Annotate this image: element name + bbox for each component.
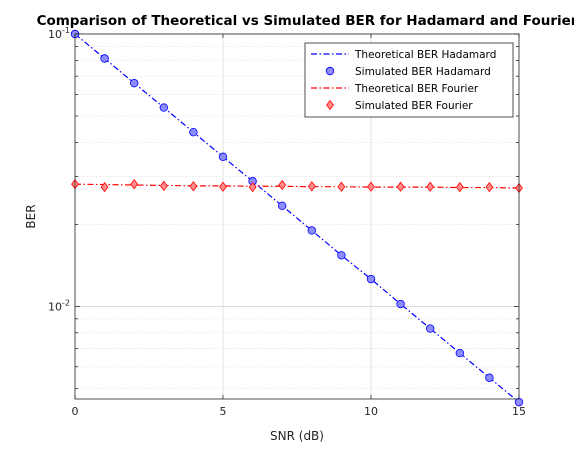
data-point (129, 78, 139, 88)
ticks: 0 5 10 15 10-1 10-2 (48, 26, 526, 418)
legend-label: Theoretical BER Hadamard (354, 49, 496, 61)
legend-label: Simulated BER Hadamard (355, 66, 491, 78)
x-tick-label: 15 (512, 405, 526, 418)
x-tick-label: 10 (364, 405, 378, 418)
data-point (218, 152, 228, 162)
legend-marker-swatch (326, 99, 334, 111)
legend-entry: Theoretical BER Hadamard (311, 49, 496, 61)
legend-label: Theoretical BER Fourier (354, 83, 479, 95)
legend-entry: Simulated BER Fourier (326, 99, 473, 112)
legend-box (304, 42, 514, 118)
data-point (219, 181, 227, 192)
data-point (455, 181, 464, 193)
data-point (366, 274, 376, 284)
data-point (485, 181, 494, 193)
legend-entry: Simulated BER Hadamard (325, 66, 491, 78)
series-4 (71, 178, 523, 194)
data-point (426, 181, 435, 192)
y-tick-label: 10-2 (48, 298, 70, 313)
data-point (189, 127, 198, 137)
data-point (278, 201, 287, 211)
data-point (367, 181, 375, 192)
data-point (455, 348, 464, 358)
legend-label: Simulated BER Fourier (355, 100, 473, 112)
legend-marker-swatch (325, 66, 335, 76)
data-point (130, 178, 139, 190)
data-point (426, 324, 435, 333)
data-point (278, 179, 287, 191)
series-layer (70, 29, 524, 407)
data-point (337, 181, 346, 192)
series-line (75, 34, 517, 399)
series-line (75, 183, 519, 189)
data-point (396, 181, 405, 192)
series-3 (75, 183, 519, 189)
y-tick-label: 10-1 (48, 26, 70, 41)
series-2 (70, 29, 524, 407)
data-point (396, 299, 405, 309)
data-point (307, 181, 316, 192)
data-point (189, 181, 198, 192)
data-point (337, 251, 346, 260)
chart-title: Comparison of Theoretical vs Simulated B… (37, 13, 574, 29)
legend: Theoretical BER Hadamard Simulated BER Ha… (304, 42, 514, 118)
data-point (100, 54, 109, 63)
data-point (100, 181, 109, 193)
data-point (248, 181, 257, 193)
data-point (159, 103, 168, 112)
data-point (307, 226, 316, 235)
legend-entry: Theoretical BER Fourier (311, 83, 479, 95)
x-tick-label: 0 (72, 405, 79, 418)
plot-frame (74, 33, 520, 400)
x-axis-label: SNR (dB) (270, 429, 324, 443)
data-point (159, 180, 168, 192)
y-axis-label: BER (24, 204, 38, 228)
x-tick-label: 5 (220, 405, 227, 418)
data-point (485, 373, 494, 382)
series-1 (75, 34, 517, 399)
